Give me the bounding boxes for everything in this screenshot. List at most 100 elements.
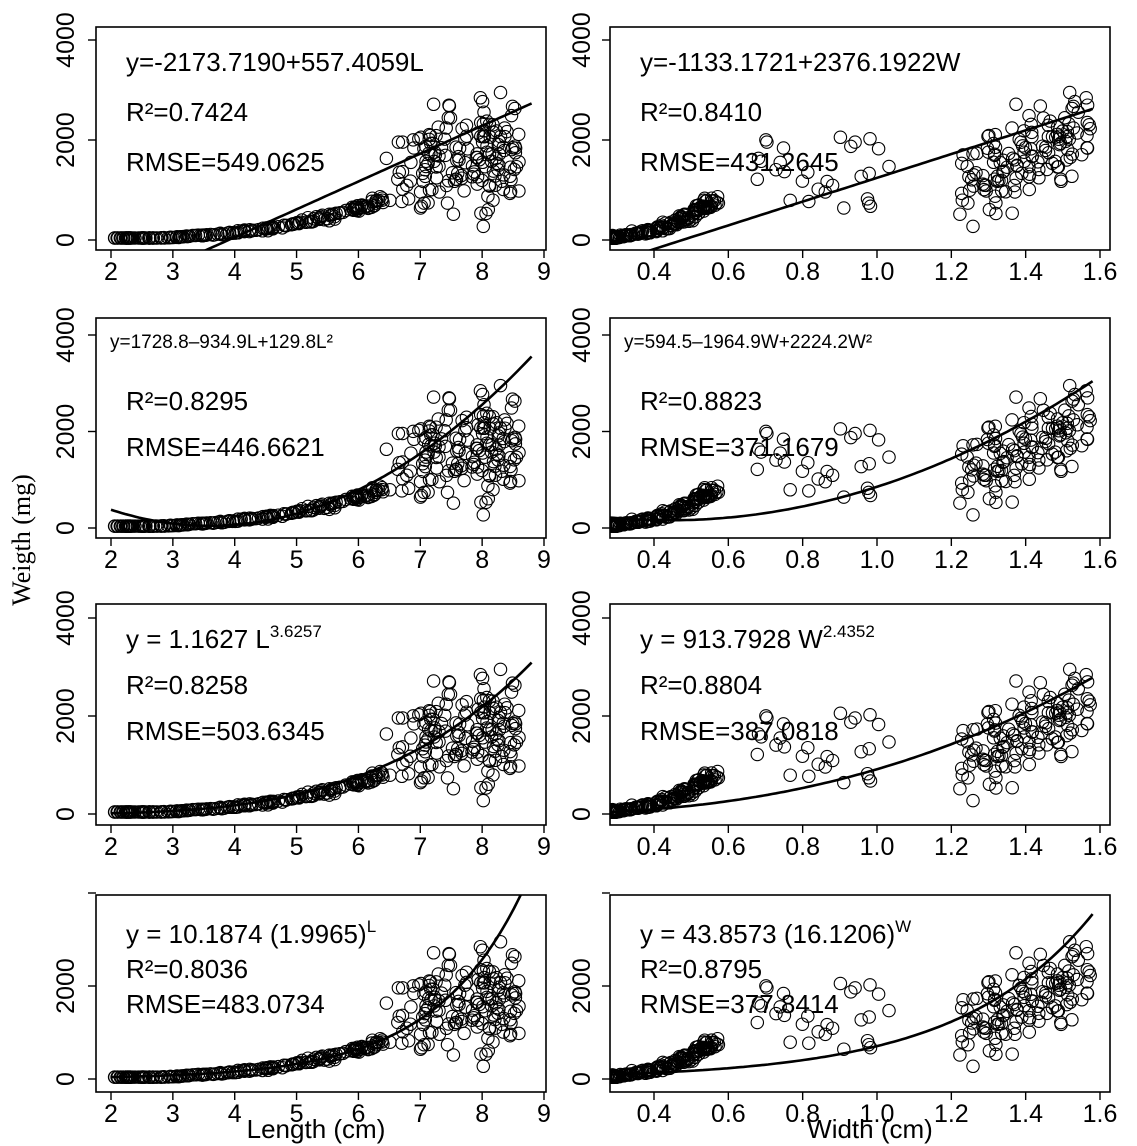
data-point (1063, 150, 1078, 165)
panel-4-length: 2 3 4 5 6 7 8 9 0 2000 y = 10.1874 (1.9965)L R²=0.8… (52, 892, 551, 1128)
data-point (1066, 697, 1081, 712)
data-point (1024, 125, 1039, 140)
data-point (610, 1070, 620, 1084)
data-point (238, 224, 252, 239)
data-point (1010, 449, 1024, 464)
data-point (854, 459, 868, 474)
data-point (368, 771, 383, 785)
data-point (993, 1000, 1008, 1014)
data-point (750, 462, 765, 477)
data-point (854, 1013, 868, 1027)
x-tick-label: 5 (290, 833, 304, 861)
data-point (161, 1070, 176, 1084)
data-point (322, 214, 337, 228)
data-point (429, 1014, 444, 1028)
data-point (848, 981, 862, 995)
data-point (292, 216, 306, 231)
data-point (465, 745, 479, 759)
data-point (1009, 946, 1023, 960)
x-tick-label: 1.2 (934, 258, 969, 286)
data-point (688, 780, 702, 794)
x-tick-label: 5 (290, 1100, 304, 1128)
data-point (1032, 1014, 1046, 1028)
data-point (882, 1003, 896, 1018)
data-point (361, 488, 375, 502)
data-point (1010, 1003, 1024, 1017)
data-point (480, 406, 494, 421)
fit-curve (203, 102, 533, 250)
data-point (482, 468, 496, 483)
rmse-label: RMSE=446.6621 (126, 432, 325, 462)
data-point (348, 201, 363, 216)
data-point (863, 978, 877, 992)
data-point (1038, 719, 1053, 734)
data-point (871, 987, 886, 1001)
data-point (511, 974, 526, 988)
data-point (956, 148, 970, 162)
data-point (131, 231, 146, 245)
data-point (473, 692, 488, 706)
data-point (1053, 712, 1068, 726)
x-tick-label: 8 (475, 833, 489, 861)
data-point (954, 186, 969, 201)
data-point (474, 495, 488, 509)
data-point (503, 1004, 518, 1019)
data-point (465, 1013, 479, 1027)
data-point (1059, 997, 1074, 1012)
data-point (418, 459, 433, 474)
data-point (1005, 996, 1020, 1010)
data-point (954, 1001, 969, 1015)
data-point (426, 674, 441, 688)
x-tick-label: 0.8 (785, 546, 820, 574)
data-point (982, 1044, 997, 1058)
data-point (811, 1025, 825, 1039)
data-point (1062, 85, 1077, 100)
data-point (475, 981, 490, 995)
data-point (956, 993, 970, 1007)
data-point (442, 391, 457, 406)
data-point (455, 698, 469, 712)
data-point (863, 1040, 878, 1055)
panel-1-length: 2 3 4 5 6 7 8 9 0 2000 4000 y=-2173.7190+557.4059L R… (52, 12, 551, 286)
data-point (503, 761, 517, 776)
data-point (505, 392, 520, 406)
data-point (1062, 935, 1077, 949)
fit-equation: y = 913.7928 W2.4352 (640, 622, 875, 654)
data-point (469, 726, 484, 740)
data-point (425, 472, 439, 487)
fit-curve (610, 913, 1094, 1076)
data-point (754, 154, 768, 169)
data-point (1053, 982, 1068, 996)
data-point (773, 1000, 787, 1014)
data-point (1009, 674, 1023, 688)
data-point (284, 217, 299, 232)
data-point (336, 205, 350, 220)
data-point (145, 231, 160, 245)
data-point (981, 705, 995, 720)
data-point (437, 708, 452, 722)
data-point (450, 742, 465, 756)
data-point (396, 182, 410, 196)
data-point (610, 519, 620, 533)
data-point (1065, 438, 1080, 452)
x-tick-label: 1.0 (860, 546, 895, 574)
data-point (1038, 143, 1053, 158)
plot-area (107, 895, 526, 1084)
x-tick-label: 7 (413, 833, 427, 861)
data-point (844, 139, 858, 154)
data-point (121, 231, 135, 245)
rmse-label: RMSE=431.2645 (640, 147, 839, 177)
x-tick-label: 4 (228, 258, 242, 286)
data-point (1050, 127, 1065, 142)
data-point (417, 771, 431, 785)
data-point (438, 148, 453, 163)
data-point (989, 1047, 1003, 1062)
data-point (635, 1063, 650, 1078)
data-point (437, 978, 452, 992)
data-point (432, 1027, 447, 1042)
data-point (512, 1026, 526, 1041)
y-tick-label: 2000 (568, 404, 596, 460)
data-point (844, 985, 858, 999)
data-point (989, 495, 1003, 510)
data-point (191, 516, 205, 531)
